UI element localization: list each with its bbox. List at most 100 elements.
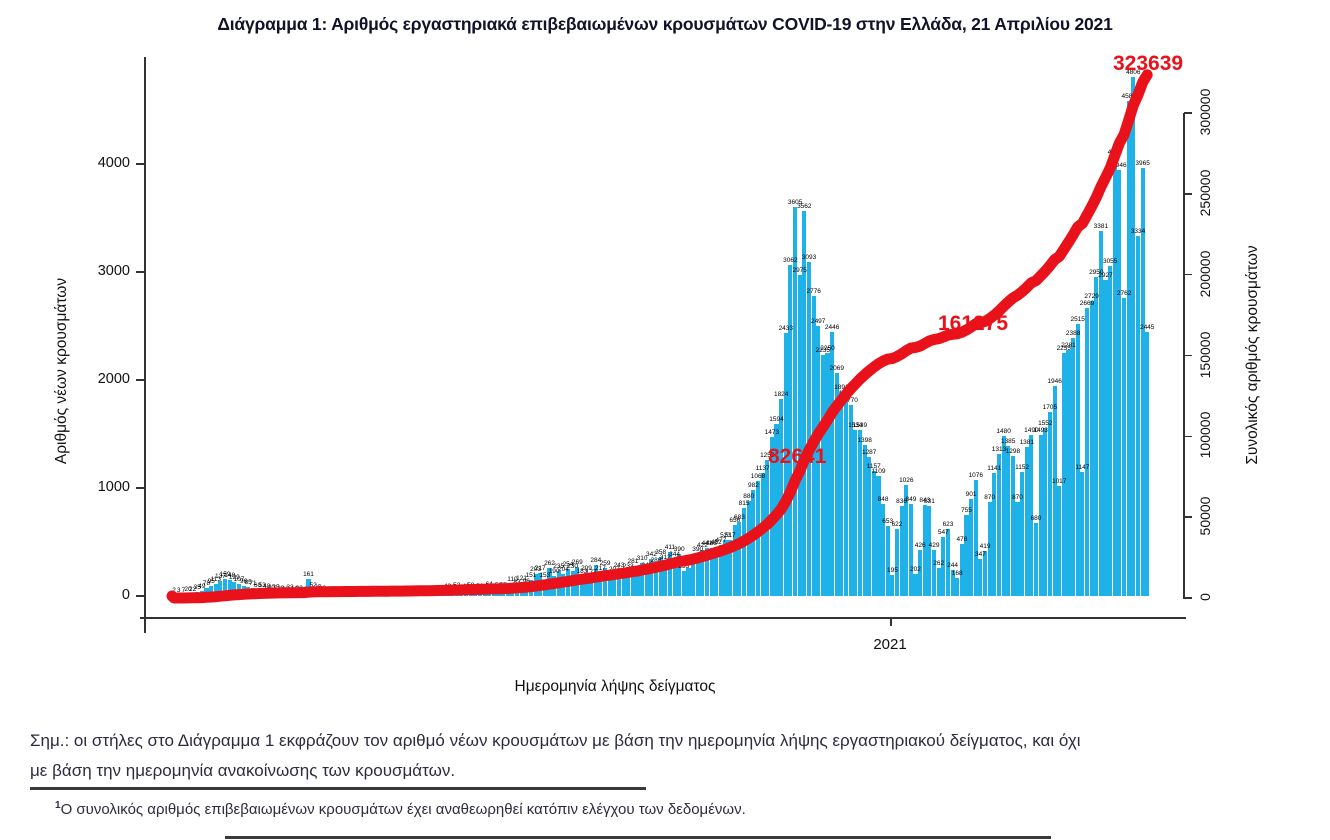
daily-cases-bar-label: 755 bbox=[961, 506, 972, 514]
daily-cases-bar-label: 426 bbox=[914, 542, 926, 549]
daily-cases-bar-label: 2433 bbox=[778, 325, 794, 333]
y-left-tick bbox=[136, 271, 144, 273]
daily-cases-bar bbox=[983, 550, 988, 596]
daily-cases-bar-label: 1259 bbox=[760, 452, 775, 459]
daily-cases-bar-label: 1109 bbox=[871, 468, 886, 476]
daily-cases-bar-label: 3093 bbox=[801, 254, 817, 261]
y-right-tick bbox=[1184, 354, 1192, 357]
daily-cases-bar-label: 547 bbox=[937, 528, 949, 536]
daily-cases-bar bbox=[788, 265, 793, 596]
daily-cases-bar-label: 217 bbox=[594, 564, 606, 572]
daily-cases-bar-label: 2255 bbox=[1056, 344, 1072, 352]
y-left-tick-label: 2000 bbox=[97, 371, 130, 387]
daily-cases-bar-label: 3 bbox=[176, 587, 181, 594]
y-right-tick bbox=[1184, 435, 1192, 438]
daily-cases-bar-label: 137 bbox=[214, 573, 226, 581]
daily-cases-bar bbox=[1089, 301, 1094, 596]
daily-cases-bar-label: 310 bbox=[636, 554, 648, 562]
y-left-axis-line bbox=[144, 57, 146, 633]
daily-cases-bar-label: 3381 bbox=[1093, 222, 1109, 230]
daily-cases-bar bbox=[746, 501, 751, 596]
daily-cases-bar bbox=[904, 485, 909, 596]
daily-cases-bar-label: 344 bbox=[669, 550, 681, 558]
daily-cases-bar bbox=[830, 331, 835, 596]
daily-cases-bar-label: 217 bbox=[534, 564, 546, 572]
daily-cases-bar-label: 831 bbox=[923, 498, 935, 506]
y-left-tick-label: 4000 bbox=[97, 155, 130, 171]
daily-cases-bar-label: 195 bbox=[886, 566, 898, 574]
daily-cases-bar bbox=[913, 574, 918, 596]
daily-cases-bar bbox=[223, 578, 228, 596]
cumulative-annotation: 323639 bbox=[1113, 52, 1183, 75]
daily-cases-bar bbox=[853, 430, 858, 596]
daily-cases-bar-label: 1026 bbox=[899, 477, 914, 485]
daily-cases-bar bbox=[806, 262, 812, 596]
daily-cases-bar bbox=[867, 457, 872, 596]
footnote: 1Ο συνολικός αριθμός επιβεβαιωμένων κρου… bbox=[55, 800, 746, 818]
daily-cases-bar-label: 623 bbox=[942, 520, 954, 528]
daily-cases-bar-label: 478 bbox=[956, 536, 968, 544]
daily-cases-bar bbox=[950, 569, 955, 596]
daily-cases-bar-label: 2235 bbox=[815, 346, 831, 354]
daily-cases-bar bbox=[579, 576, 584, 596]
daily-cases-bar-label: 870 bbox=[1012, 494, 1023, 501]
daily-cases-bar bbox=[1126, 101, 1131, 596]
footnote-marker: 1 bbox=[55, 800, 61, 811]
daily-cases-bar-label: 107 bbox=[233, 576, 245, 584]
x-tick-label: 2021 bbox=[873, 636, 907, 653]
daily-cases-bar bbox=[871, 471, 876, 596]
daily-cases-bar bbox=[1038, 434, 1043, 596]
daily-cases-bar bbox=[616, 569, 622, 596]
daily-cases-bar-label: 836 bbox=[896, 497, 908, 505]
daily-cases-bar-label: 243 bbox=[613, 561, 625, 569]
daily-cases-bar bbox=[663, 562, 668, 596]
daily-cases-bar bbox=[881, 504, 886, 596]
daily-cases-bar bbox=[1103, 279, 1108, 596]
daily-cases-bar bbox=[644, 569, 649, 596]
daily-cases-bar bbox=[793, 206, 798, 596]
daily-cases-bar-label: 110 bbox=[507, 576, 518, 584]
daily-cases-bar-label: 1493 bbox=[1033, 426, 1048, 434]
daily-cases-bar-label: 209 bbox=[581, 565, 592, 573]
daily-cases-bar-label: 148 bbox=[224, 572, 236, 579]
daily-cases-bar bbox=[505, 592, 510, 596]
daily-cases-bar bbox=[630, 565, 635, 596]
daily-cases-bar bbox=[797, 274, 802, 596]
daily-cases-bar-label: 2388 bbox=[1065, 330, 1081, 338]
daily-cases-bar bbox=[890, 574, 895, 596]
x-axis-line bbox=[140, 617, 1186, 619]
daily-cases-bar bbox=[1145, 331, 1150, 596]
daily-cases-bar bbox=[848, 404, 853, 596]
daily-cases-bar bbox=[987, 502, 992, 596]
daily-cases-bar-label: 4806 bbox=[1126, 69, 1141, 76]
daily-cases-bar bbox=[709, 547, 714, 596]
daily-cases-bar-label: 1534 bbox=[848, 422, 863, 430]
daily-cases-bar-label: 390 bbox=[673, 545, 685, 553]
daily-cases-bar-label: 85 bbox=[244, 578, 252, 586]
daily-cases-bar bbox=[1029, 435, 1034, 596]
daily-cases-bar bbox=[834, 372, 839, 596]
daily-cases-bar bbox=[1006, 446, 1011, 596]
daily-cases-bar-label: 40 bbox=[267, 583, 276, 591]
daily-cases-bar-label: 233 bbox=[622, 562, 634, 570]
daily-cases-bar-label: 161 bbox=[303, 570, 314, 578]
daily-cases-bar-label: 3062 bbox=[783, 257, 798, 265]
daily-cases-bar-label: 203 bbox=[530, 566, 542, 574]
daily-cases-bar-label: 843 bbox=[919, 497, 931, 504]
daily-cases-bar bbox=[718, 544, 723, 596]
daily-cases-bar bbox=[714, 547, 719, 596]
daily-cases-bar-label: 3605 bbox=[787, 198, 803, 206]
daily-cases-bar-label: 48 bbox=[263, 582, 271, 590]
daily-cases-bar-label: 448 bbox=[706, 539, 718, 547]
daily-cases-bar-label: 204 bbox=[557, 566, 569, 573]
daily-cases-bar bbox=[964, 514, 969, 596]
daily-cases-bar bbox=[737, 522, 742, 596]
footnote-text: Ο συνολικός αριθμός επιβεβαιωμένων κρουσ… bbox=[60, 801, 746, 818]
y-left-tick-label: 1000 bbox=[97, 479, 130, 495]
daily-cases-bar-label: 1480 bbox=[996, 428, 1011, 436]
daily-cases-bar bbox=[936, 567, 941, 596]
daily-cases-bar-label: 419 bbox=[979, 542, 991, 550]
daily-cases-bar bbox=[218, 581, 223, 596]
daily-cases-bar bbox=[1122, 297, 1127, 596]
daily-cases-bar-label: 1594 bbox=[769, 415, 784, 423]
